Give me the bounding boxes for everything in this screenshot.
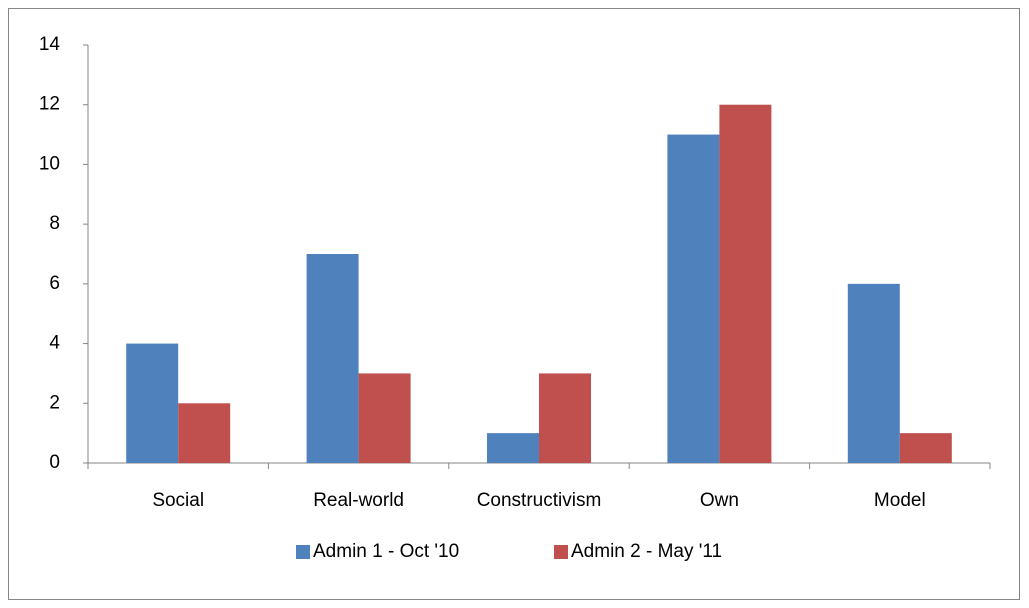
bar — [847, 283, 900, 463]
x-tick-label: Model — [874, 490, 926, 511]
bar — [539, 373, 591, 463]
bar — [899, 433, 952, 463]
bar — [358, 373, 411, 463]
y-tick-label: 8 — [49, 213, 60, 234]
x-tick-label: Constructivism — [477, 490, 602, 511]
y-tick-label: 6 — [49, 273, 60, 294]
bar — [719, 104, 772, 463]
y-tick-label: 10 — [39, 153, 60, 174]
y-tick-label: 14 — [39, 34, 61, 55]
y-tick-label: 12 — [39, 94, 60, 115]
legend-swatch — [296, 545, 310, 559]
bar — [306, 254, 359, 463]
bar — [667, 134, 720, 464]
x-tick-label: Own — [700, 490, 739, 511]
y-tick-label: 0 — [49, 452, 60, 473]
bar — [178, 403, 231, 463]
y-tick-label: 4 — [49, 333, 60, 354]
x-tick-label: Real-world — [313, 490, 404, 511]
bar — [126, 343, 179, 463]
x-tick-label: Social — [152, 490, 204, 511]
y-tick-label: 2 — [49, 392, 60, 413]
bar — [487, 433, 539, 463]
legend-label: Admin 1 - Oct '10 — [313, 541, 459, 562]
legend-label: Admin 2 - May '11 — [571, 541, 722, 562]
legend-swatch — [554, 545, 568, 559]
